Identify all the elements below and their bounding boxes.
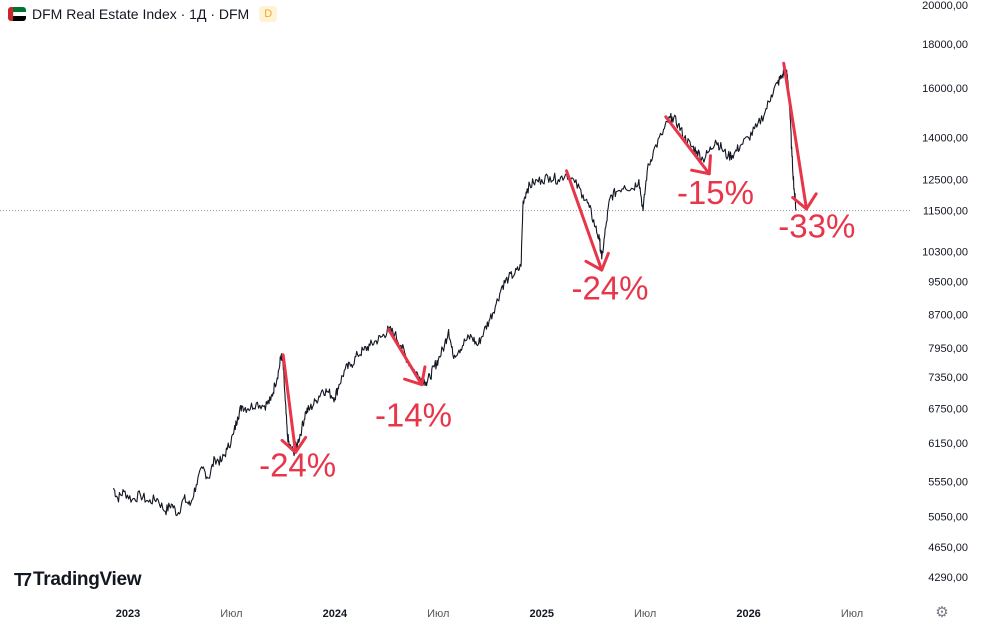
y-tick-label: 8700,00 — [928, 309, 968, 321]
x-tick-label: 2025 — [529, 608, 553, 620]
y-tick-label: 5550,00 — [928, 476, 968, 488]
annotation-arrow-1 — [387, 328, 424, 387]
y-tick-label: 7950,00 — [928, 343, 968, 355]
y-tick-label: 5050,00 — [928, 511, 968, 523]
y-tick-label: 10300,00 — [922, 247, 968, 259]
y-axis[interactable]: 20000,00 18000,00 16000,00 14000,00 12500,00… — [922, 0, 968, 584]
chart-title: DFM Real Estate Index · 1Д · DFM — [32, 6, 250, 22]
annotation-arrowhead-2 — [584, 251, 610, 272]
tradingview-logo-text: TradingView — [33, 569, 142, 590]
y-tick-label: 16000,00 — [922, 83, 968, 95]
y-tick-label: 12500,00 — [922, 175, 968, 187]
annotation-arrowhead-0 — [280, 435, 308, 454]
annotations-group: -24% -14% -24% -15% -33% — [259, 61, 855, 484]
y-tick-label: 4650,00 — [928, 542, 968, 554]
y-tick-label: 4290,00 — [928, 572, 968, 584]
annotation-arrowhead-1 — [403, 365, 427, 387]
data-status-badge[interactable]: D — [259, 6, 278, 22]
y-tick-label: 14000,00 — [922, 133, 968, 145]
y-tick-label: 9500,00 — [928, 277, 968, 289]
x-tick-label: 2026 — [736, 608, 760, 620]
y-tick-label: 6150,00 — [928, 438, 968, 450]
chart-header: DFM Real Estate Index · 1Д · DFM D — [8, 4, 278, 24]
settings-icon[interactable]: ⚙ — [935, 604, 949, 621]
flag-black-stripe — [13, 16, 26, 21]
flag-green-stripe — [13, 7, 26, 12]
x-tick-label: Июл — [427, 608, 449, 620]
y-tick-label: 6750,00 — [928, 404, 968, 416]
annotation-label-1: -14% — [375, 397, 452, 434]
x-axis[interactable]: 2023 Июл 2024 Июл 2025 Июл 2026 Июл — [116, 608, 863, 620]
annotation-arrow-4 — [782, 61, 808, 211]
tradingview-mark-icon: T7 — [14, 569, 32, 590]
y-tick-label: 11500,00 — [923, 206, 968, 218]
annotation-label-0: -24% — [259, 447, 336, 484]
flag-red-band — [8, 7, 13, 21]
annotation-arrowhead-3 — [690, 154, 712, 176]
x-tick-label: Июл — [220, 608, 242, 620]
flag-stripes — [13, 7, 26, 21]
series-group — [112, 69, 797, 517]
annotation-label-3: -15% — [677, 174, 754, 211]
x-tick-label: Июл — [841, 608, 863, 620]
annotation-arrow-0 — [281, 353, 298, 454]
tradingview-logo[interactable]: T7 TradingView — [14, 569, 142, 591]
flag-white-stripe — [13, 11, 26, 17]
annotation-arrowhead-4 — [791, 192, 818, 211]
x-tick-label: Июл — [634, 608, 656, 620]
x-tick-label: 2024 — [323, 608, 348, 620]
annotation-label-2: -24% — [571, 270, 648, 307]
y-tick-label: 7350,00 — [928, 372, 968, 384]
annotation-label-4: -33% — [778, 207, 855, 244]
y-tick-label: 18000,00 — [922, 39, 968, 51]
y-tick-label: 20000,00 — [922, 0, 968, 12]
annotation-arrow-3 — [664, 115, 711, 176]
x-tick-label: 2023 — [116, 608, 140, 620]
series-line-0 — [112, 69, 797, 517]
annotation-arrow-2 — [565, 169, 604, 272]
uae-flag-icon — [8, 7, 26, 21]
